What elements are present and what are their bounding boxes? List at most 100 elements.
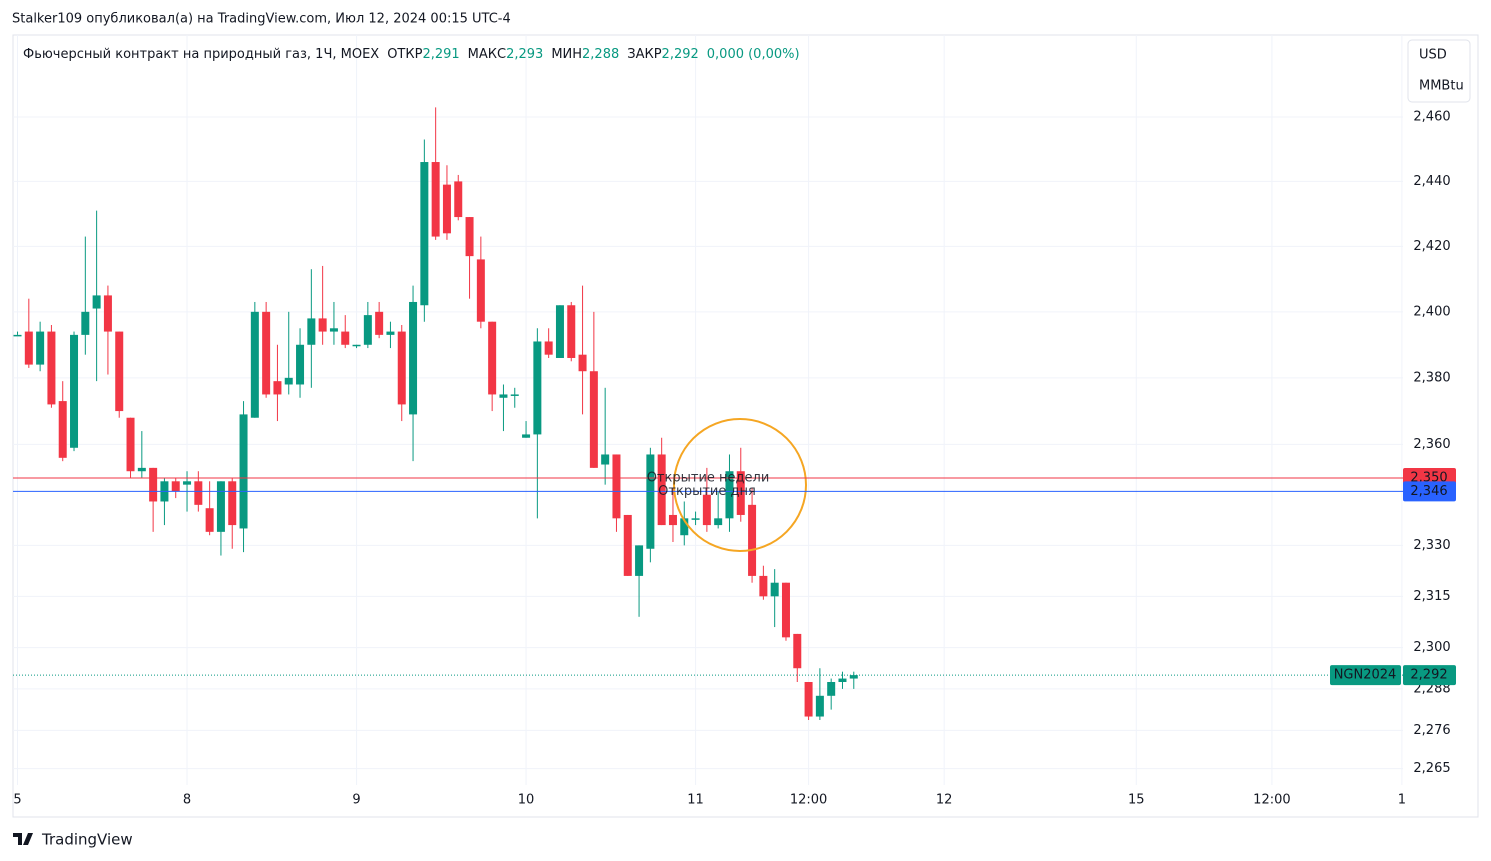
symbol-tag-label: NGN2024 (1334, 668, 1397, 683)
candle-body (103, 295, 112, 332)
candle-body (24, 331, 33, 365)
candle-body (92, 295, 101, 309)
price-tag-label: 2,346 (1410, 484, 1447, 499)
y-tick-label: 2,420 (1413, 239, 1450, 254)
candle-body (397, 331, 406, 405)
candle-body (431, 162, 440, 237)
candle-body (273, 381, 282, 395)
ohlc-label: МАКС (468, 47, 506, 62)
candle-body (522, 434, 531, 438)
logo-icon (13, 833, 33, 845)
frame (12, 34, 1479, 818)
candle-body (510, 394, 519, 396)
candle-body (623, 514, 632, 576)
candle-body (657, 454, 666, 526)
y-tick-label: 2,440 (1413, 174, 1450, 189)
y-tick-label: 2,288 (1413, 681, 1450, 696)
candle-body (635, 545, 644, 576)
change: 0,000 (0,00%) (707, 47, 800, 62)
unit-box (1407, 39, 1471, 103)
candle-body (589, 371, 598, 468)
candle-body (171, 481, 180, 492)
candle-body (781, 582, 790, 638)
candle-body (815, 695, 824, 717)
y-tick-label: 2,300 (1413, 640, 1450, 655)
candle-body (36, 331, 45, 365)
candle-body (748, 504, 757, 576)
y-tick-label: 2,360 (1413, 437, 1450, 452)
candle-body (420, 162, 429, 306)
y-tick-label: 2,315 (1413, 589, 1450, 604)
candle-body (205, 508, 214, 532)
candle-body (375, 311, 384, 335)
top-note: Stalker109 опубликовал(а) на TradingView… (12, 12, 511, 27)
ohlc-label: МИН (551, 47, 582, 62)
candle-body (533, 341, 542, 435)
candle-body (646, 454, 655, 549)
x-tick-label: 1 (1398, 793, 1406, 808)
candle-body (183, 481, 192, 485)
candle-body (555, 305, 564, 358)
y-tick-label: 2,460 (1413, 110, 1450, 125)
candle-body (578, 354, 587, 372)
x-tick-label: 9 (352, 793, 360, 808)
candle-body (228, 481, 237, 526)
candle-body (838, 678, 847, 683)
candle-body (612, 454, 621, 519)
candle-body (804, 682, 813, 717)
candle-body (341, 331, 350, 345)
title: Фьючерсный контракт на природный газ, 1Ч… (23, 47, 379, 62)
x-tick-label: 12:00 (790, 793, 827, 808)
x-tick-label: 5 (13, 793, 21, 808)
x-tick-label: 15 (1128, 793, 1145, 808)
candle-body (137, 467, 146, 472)
candle-body (58, 401, 67, 458)
candle-body (736, 471, 745, 515)
highlight-circle (673, 418, 807, 552)
candle-body (544, 341, 553, 355)
price-tag (1403, 665, 1456, 686)
currency: USD (1419, 48, 1447, 63)
candle-body (13, 334, 22, 337)
candle-body (714, 518, 723, 526)
candle-body (476, 259, 485, 322)
candle-body (262, 311, 271, 395)
candle-body (115, 331, 124, 412)
candle-body (725, 471, 734, 519)
candle-body (250, 311, 259, 418)
ohlc-value: 2,291 (422, 47, 459, 62)
candle-body (386, 331, 395, 335)
candle-body (702, 494, 711, 526)
y-tick-label: 2,276 (1413, 723, 1450, 738)
x-tick-label: 11 (687, 793, 704, 808)
x-tick-label: 12 (936, 793, 953, 808)
candle-body (296, 344, 305, 385)
candle-body (680, 518, 689, 536)
candle-body (318, 318, 327, 332)
symbol-tag (1330, 665, 1401, 686)
candle-body (194, 481, 203, 505)
candle-body (454, 181, 463, 218)
grid: 2,460 2,440 2,420 2,400 2,380 2,360 2,330 2,315… (13, 35, 1451, 808)
candle-body (691, 518, 700, 520)
price-tag (1403, 481, 1456, 502)
x-tick-label: 12:00 (1253, 793, 1290, 808)
candle-body (284, 377, 293, 385)
candle-body (488, 321, 497, 395)
candle-body (329, 328, 338, 332)
ohlc-value: 2,292 (662, 47, 699, 62)
candle-body (442, 184, 451, 234)
candle-body (849, 675, 858, 679)
candle-body (216, 481, 225, 532)
candle-body (499, 394, 508, 398)
price-tag-label: 2,292 (1410, 668, 1447, 683)
candle-body (149, 467, 158, 502)
candle-body (47, 331, 56, 405)
legend-header: Фьючерсный контракт на природный газ, 1Ч… (23, 47, 800, 62)
footer-brand: TradingView (41, 831, 133, 849)
candle-body (827, 682, 836, 696)
price-line-name: Открытие недели (647, 470, 770, 485)
candle-body (770, 582, 779, 597)
